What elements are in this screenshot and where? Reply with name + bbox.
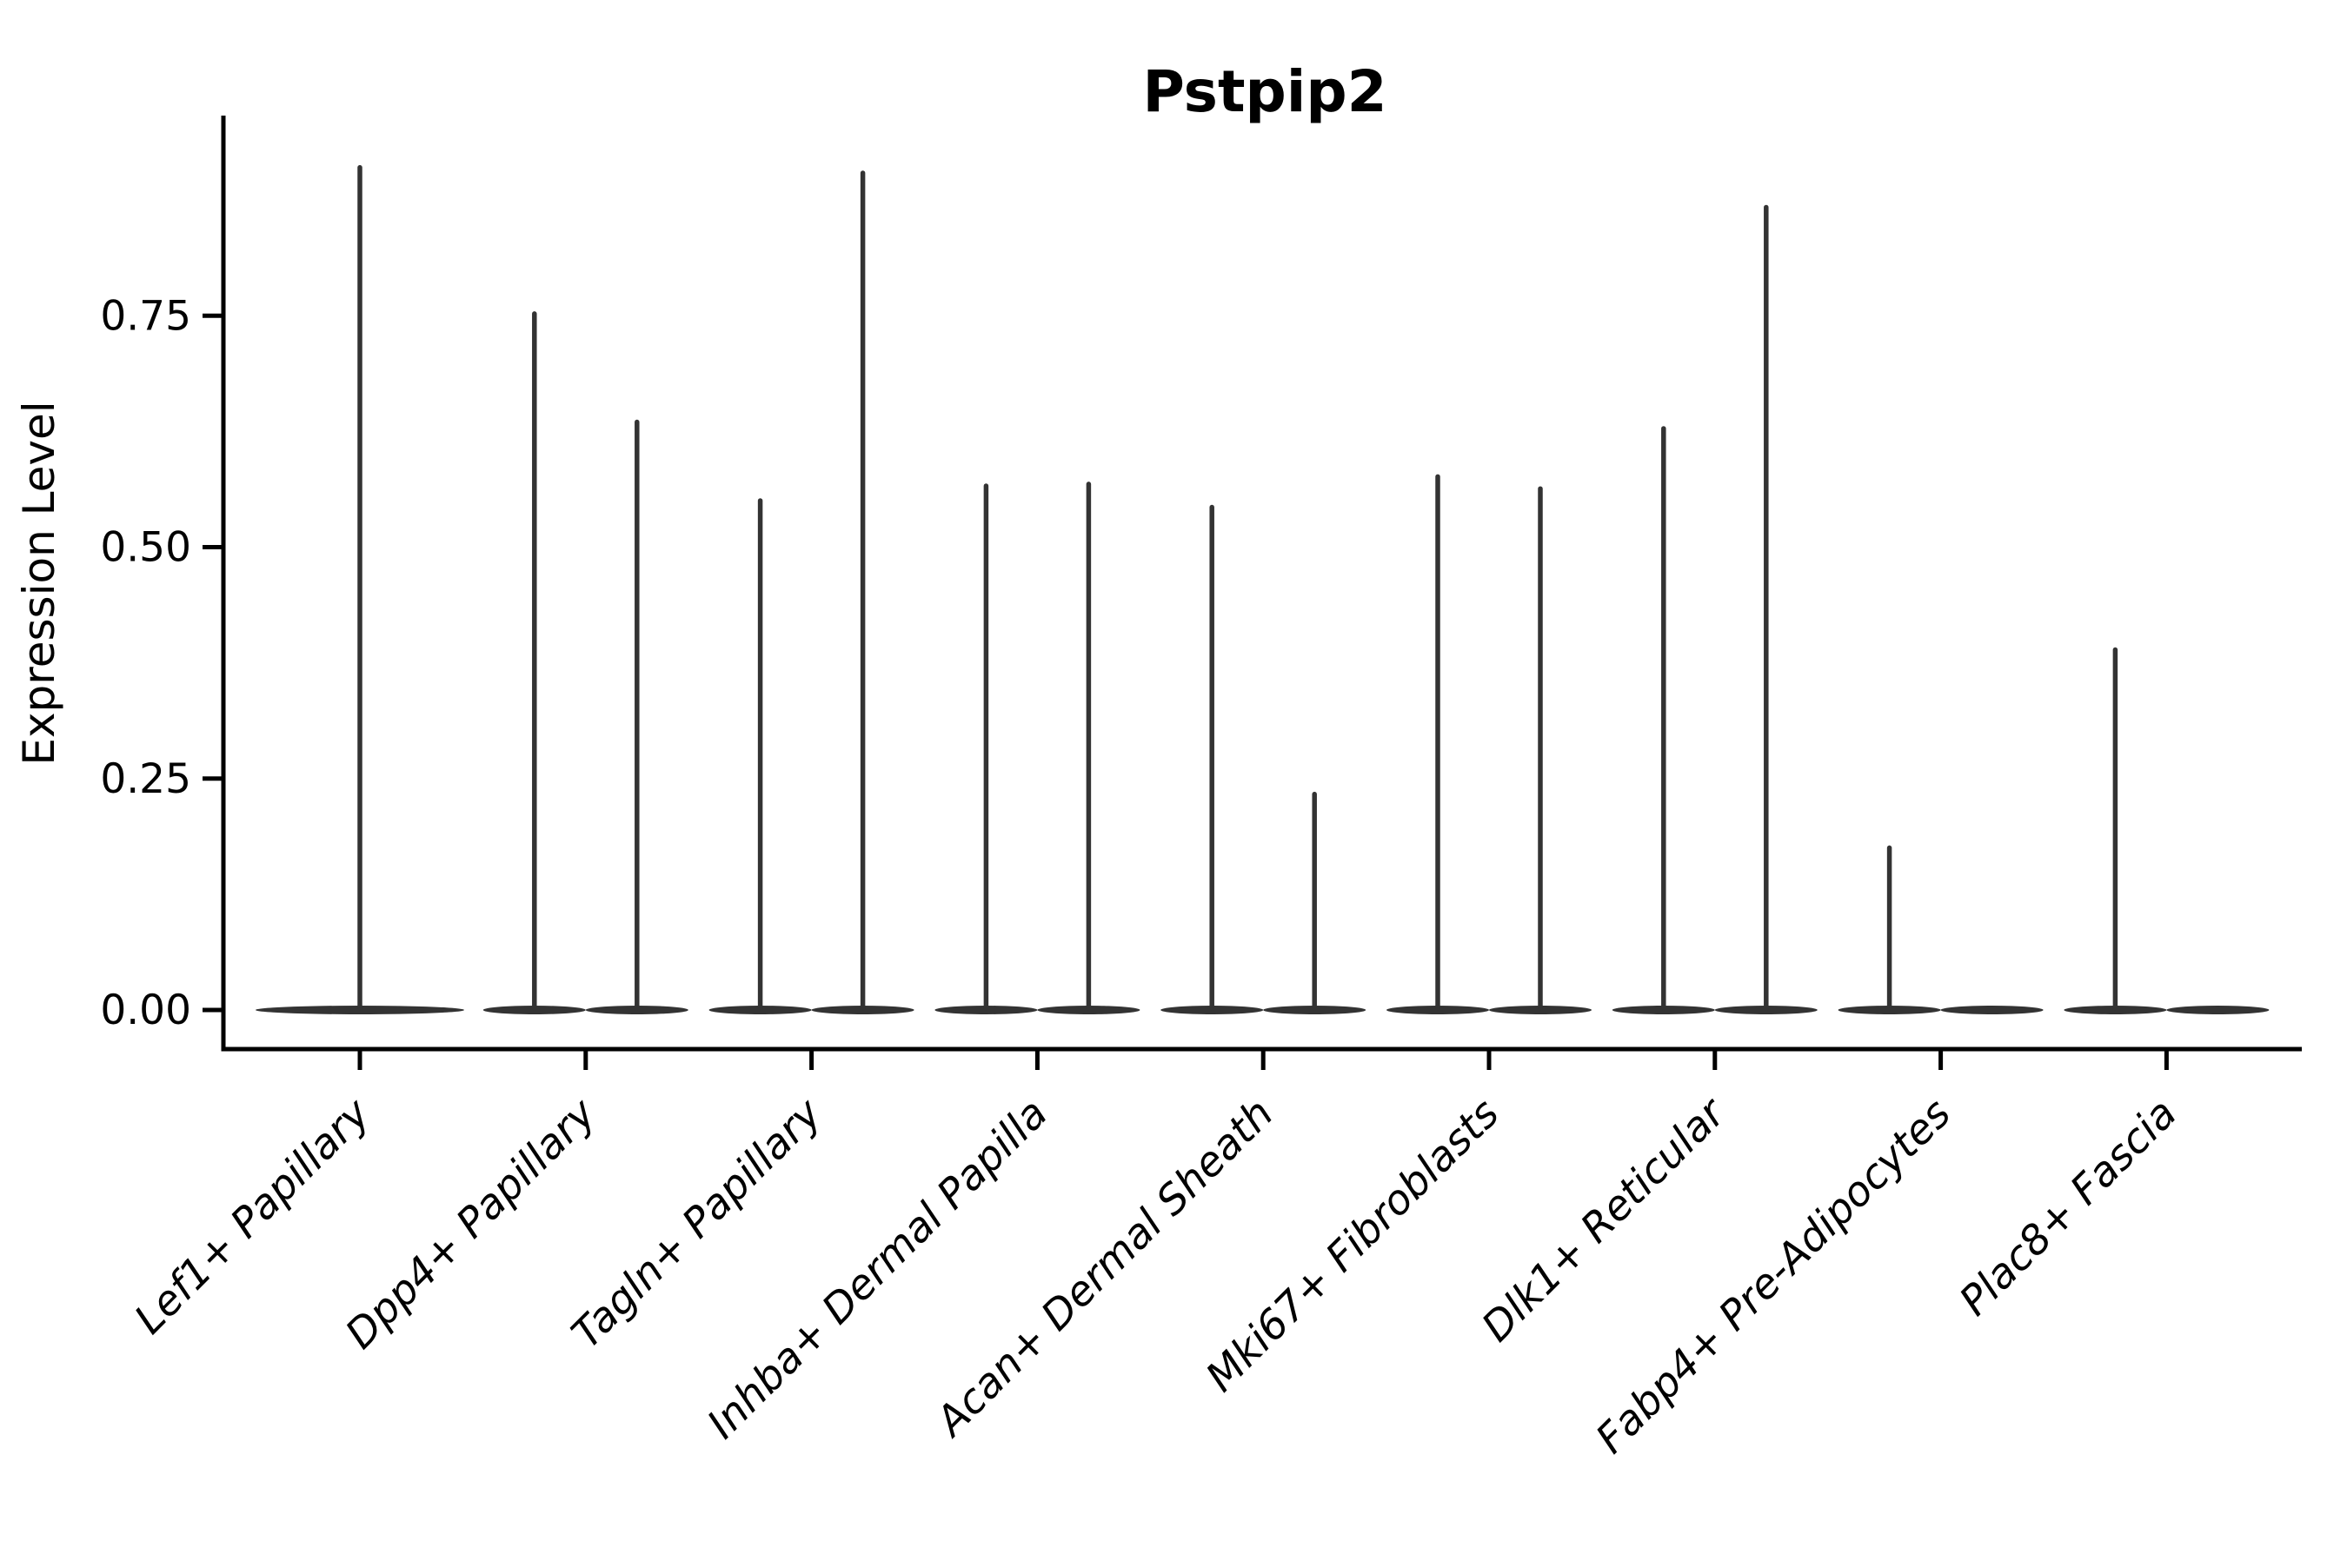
y-tick-label: 0.50 (100, 524, 191, 572)
violins-layer (256, 164, 2270, 1014)
x-tick-label: Fabp4+ Pre-Adipocytes (1587, 1090, 1960, 1463)
chart-title: Pstpip2 (1142, 58, 1386, 125)
x-tick-label: Lef1+ Papillary (125, 1089, 380, 1344)
x-tick-label: Dlk1+ Reticular (1473, 1088, 1736, 1352)
x-tick-label: Tagln+ Papillary (562, 1089, 832, 1359)
y-axis-label: Expression Level (14, 401, 64, 765)
violin-base (1940, 1006, 2044, 1014)
x-tick-label: Plac8+ Fascia (1951, 1090, 2186, 1325)
y-ticks-layer: 0.00 0.25 0.50 0.75 (100, 292, 223, 1034)
y-tick-label: 0.00 (100, 987, 191, 1034)
violin-base (2166, 1006, 2270, 1014)
y-tick-label: 0.25 (100, 755, 191, 803)
x-tick-label: Dpp4+ Papillary (336, 1089, 606, 1359)
y-tick-label: 0.75 (100, 292, 191, 340)
